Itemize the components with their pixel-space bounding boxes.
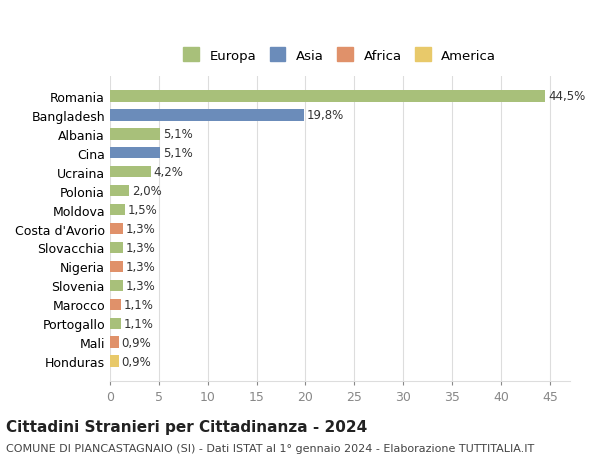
Bar xyxy=(110,318,121,329)
Text: 1,3%: 1,3% xyxy=(125,241,155,254)
Text: 2,0%: 2,0% xyxy=(133,185,162,198)
Text: 1,3%: 1,3% xyxy=(125,223,155,235)
Bar xyxy=(110,110,304,121)
Text: 1,1%: 1,1% xyxy=(124,298,154,311)
Text: 1,3%: 1,3% xyxy=(125,260,155,273)
Text: COMUNE DI PIANCASTAGNAIO (SI) - Dati ISTAT al 1° gennaio 2024 - Elaborazione TUT: COMUNE DI PIANCASTAGNAIO (SI) - Dati IST… xyxy=(6,443,534,453)
Text: Cittadini Stranieri per Cittadinanza - 2024: Cittadini Stranieri per Cittadinanza - 2… xyxy=(6,419,367,434)
Bar xyxy=(110,129,160,140)
Legend: Europa, Asia, Africa, America: Europa, Asia, Africa, America xyxy=(179,45,500,67)
Bar xyxy=(110,204,125,216)
Bar xyxy=(110,280,122,291)
Bar xyxy=(110,299,121,310)
Bar xyxy=(110,91,545,102)
Text: 19,8%: 19,8% xyxy=(307,109,344,122)
Bar xyxy=(110,224,122,235)
Text: 0,9%: 0,9% xyxy=(122,355,151,368)
Bar xyxy=(110,167,151,178)
Bar xyxy=(110,356,119,367)
Text: 5,1%: 5,1% xyxy=(163,147,193,160)
Bar xyxy=(110,242,122,253)
Text: 4,2%: 4,2% xyxy=(154,166,184,179)
Text: 0,9%: 0,9% xyxy=(122,336,151,349)
Bar xyxy=(110,337,119,348)
Text: 1,1%: 1,1% xyxy=(124,317,154,330)
Bar xyxy=(110,185,130,197)
Text: 1,3%: 1,3% xyxy=(125,279,155,292)
Text: 5,1%: 5,1% xyxy=(163,128,193,141)
Text: 1,5%: 1,5% xyxy=(127,204,157,217)
Bar xyxy=(110,148,160,159)
Text: 44,5%: 44,5% xyxy=(548,90,585,103)
Bar xyxy=(110,261,122,273)
